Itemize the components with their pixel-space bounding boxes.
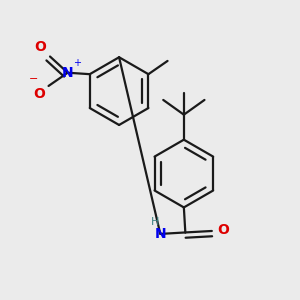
Text: O: O xyxy=(33,87,45,101)
Text: O: O xyxy=(34,40,46,54)
Text: +: + xyxy=(73,58,81,68)
Text: −: − xyxy=(29,74,38,84)
Text: O: O xyxy=(217,224,229,237)
Text: H: H xyxy=(151,218,159,227)
Text: N: N xyxy=(154,227,166,241)
Text: N: N xyxy=(62,66,74,80)
